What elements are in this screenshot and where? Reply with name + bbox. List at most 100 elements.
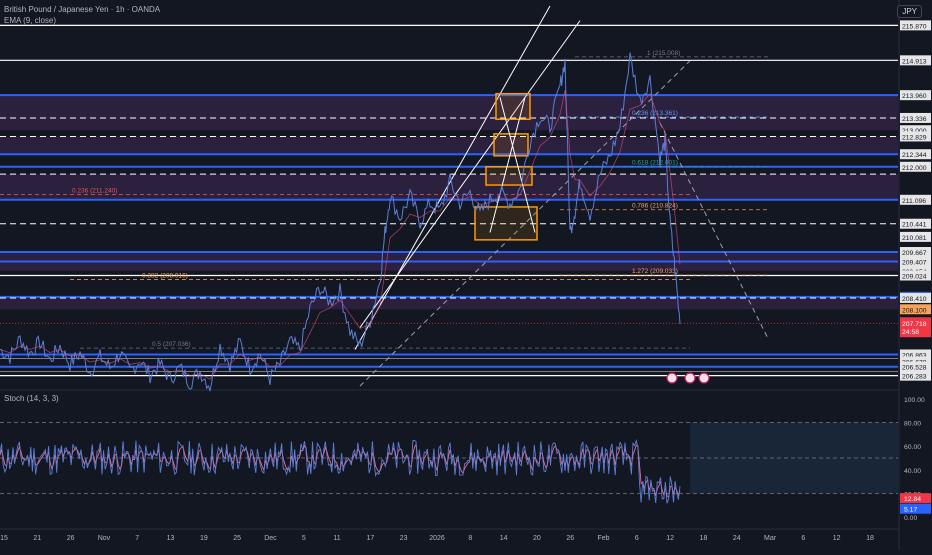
currency-badge[interactable]: JPY	[897, 5, 922, 18]
price-level-tag	[900, 361, 931, 372]
time-axis-label: 13	[167, 535, 175, 542]
time-axis-label: 6	[635, 535, 639, 542]
price-level-tag	[900, 131, 931, 142]
supply-zone-band	[0, 296, 898, 310]
bar-countdown-label: 24:58	[902, 329, 919, 336]
price-level-tag	[900, 90, 931, 101]
stoch-k-line	[0, 438, 681, 504]
price-level-tag	[900, 161, 931, 172]
time-axis-label: 24	[733, 535, 741, 542]
fib-level-label: 1.272 (209.033)	[632, 268, 678, 275]
time-axis-label: 14	[500, 535, 508, 542]
time-axis-label: 21	[33, 535, 41, 542]
economic-event-icon	[684, 372, 696, 384]
supply-zone-band	[0, 95, 898, 131]
time-axis-label: 15	[0, 535, 8, 542]
fib-level-label: 0.382 (208.916)	[142, 272, 188, 279]
price-axis-label: 210.441	[902, 222, 927, 229]
stoch-axis-label: 100.00	[904, 397, 925, 404]
price-series-line	[0, 52, 681, 393]
price-level-tag	[900, 55, 931, 66]
time-axis-label: 12	[833, 535, 841, 542]
time-axis-label: 6	[801, 535, 805, 542]
trend-channel-line	[359, 20, 581, 328]
order-block-box	[485, 166, 533, 186]
price-axis-label: 209.407	[902, 260, 927, 267]
price-axis-label: 215.870	[902, 23, 927, 30]
price-axis-label: 212.829	[902, 134, 927, 141]
time-axis-label: 7	[135, 535, 139, 542]
time-axis-label: 18	[866, 535, 874, 542]
ema-line	[0, 90, 681, 380]
price-level-tag	[900, 304, 931, 315]
stoch-k-value: 12.84	[904, 496, 921, 503]
stoch-axis-label: 40.00	[904, 468, 921, 475]
price-axis-label: 210.081	[902, 235, 927, 242]
trend-channel-line	[354, 5, 551, 350]
time-axis-label: 26	[566, 535, 574, 542]
supply-zone-band	[0, 136, 898, 155]
price-axis-label: 212.344	[902, 152, 927, 159]
fib-level-label: 0.236 (211.240)	[72, 188, 117, 195]
price-axis-label: 214.913	[902, 58, 927, 65]
order-block-box	[495, 92, 531, 121]
time-axis-label: 2026	[429, 535, 445, 542]
time-axis-label: 8	[468, 535, 472, 542]
order-block-box	[493, 133, 529, 157]
time-axis-label: Feb	[598, 535, 610, 542]
fib-level-label: 0.236 (213.361)	[632, 110, 678, 117]
price-axis-label: 209.667	[902, 250, 927, 257]
ema-indicator-label[interactable]: EMA (9, close)	[4, 16, 57, 25]
price-axis-label: 211.096	[902, 198, 926, 205]
dashed-projection-line	[659, 122, 769, 339]
stoch-indicator-label[interactable]: Stoch (14, 3, 3)	[4, 394, 59, 403]
price-level-tag	[900, 349, 931, 360]
time-axis-label: 12	[666, 535, 674, 542]
pattern-line	[489, 97, 526, 233]
price-level-tag	[900, 231, 931, 242]
time-axis-label: 23	[400, 535, 408, 542]
price-level-tag	[900, 218, 931, 229]
order-block-box	[474, 206, 538, 241]
price-axis-label: 206.863	[902, 352, 927, 359]
price-axis-label: 213.336	[902, 116, 927, 123]
price-level-tag	[900, 125, 931, 136]
price-level-tag	[900, 356, 931, 367]
price-axis-label: 206.528	[902, 365, 927, 372]
price-level-tag	[900, 149, 931, 160]
price-level-tag	[900, 370, 931, 381]
time-axis-label: 25	[233, 535, 241, 542]
time-axis-label: 26	[67, 535, 75, 542]
fib-level-label: 1 (215.008)	[647, 50, 680, 57]
price-axis-label: 212.000	[902, 165, 927, 172]
pattern-line	[499, 97, 536, 233]
stoch-axis-label: 0.00	[904, 515, 917, 522]
price-level-tag	[900, 292, 931, 303]
economic-event-icon	[666, 372, 678, 384]
fib-level-label: 0.618 (212.001)	[632, 160, 678, 167]
stoch-d-value: 5.17	[904, 507, 917, 514]
price-axis-label: 209.024	[902, 274, 927, 281]
time-axis-label: 17	[366, 535, 374, 542]
price-level-tag	[900, 256, 931, 267]
stoch-k-tag	[900, 493, 931, 504]
time-axis-label: Nov	[98, 535, 111, 542]
time-axis-label: Dec	[264, 535, 277, 542]
price-axis-label: 206.283	[902, 374, 927, 381]
time-axis-label: 18	[700, 535, 708, 542]
stoch-axis-label: 60.00	[904, 444, 921, 451]
time-axis-label: 20	[533, 535, 541, 542]
stoch-axis-label: 80.00	[904, 421, 921, 428]
price-axis-label: 213.960	[902, 93, 927, 100]
price-level-tag	[900, 247, 931, 258]
price-level-tag	[900, 20, 931, 31]
time-axis-label: 5	[302, 535, 306, 542]
time-axis-label: 11	[333, 535, 340, 542]
time-axis-label: Mar	[764, 535, 777, 542]
symbol-title: British Pound / Japanese Yen · 1h · OAND…	[4, 5, 161, 14]
time-axis-label: 19	[200, 535, 208, 542]
stoch-d-tag	[900, 503, 931, 514]
price-axis-label: 208.410	[902, 296, 927, 303]
